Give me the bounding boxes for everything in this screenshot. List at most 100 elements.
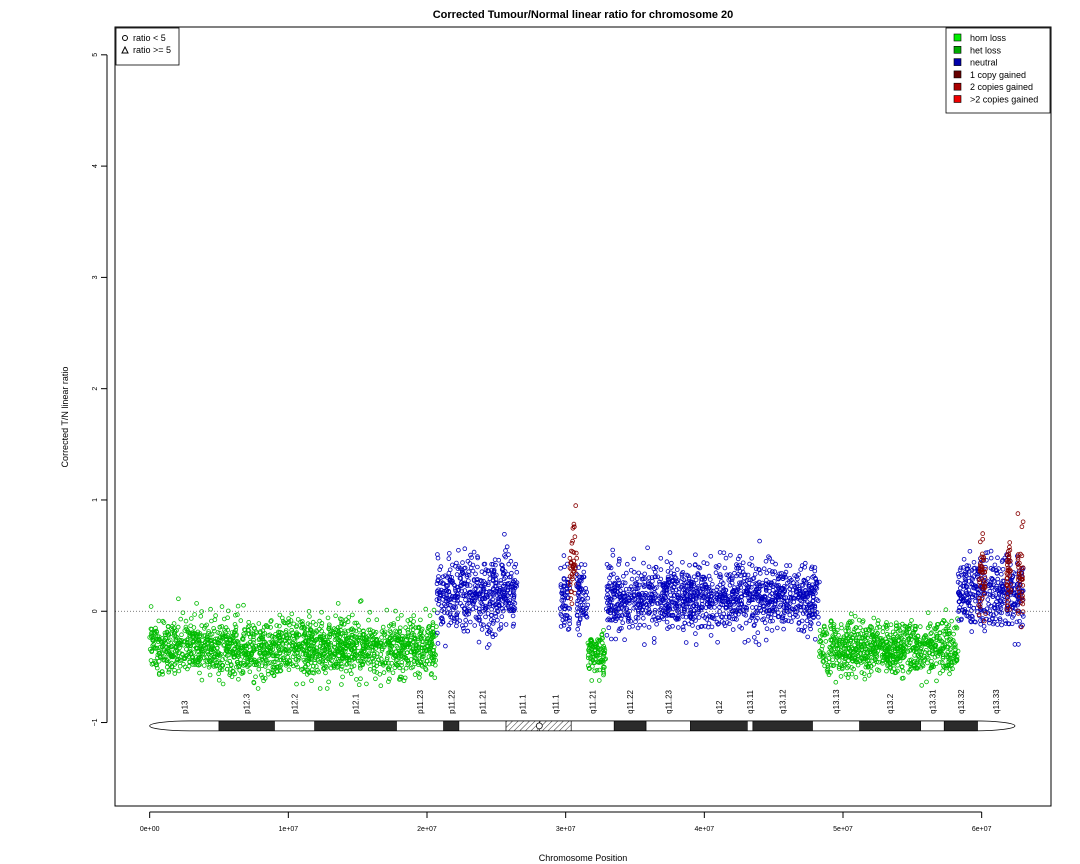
data-point [432, 675, 438, 681]
data-point [781, 604, 787, 610]
data-point [279, 630, 285, 636]
data-point [813, 575, 818, 581]
data-point [371, 652, 377, 657]
data-point [622, 601, 628, 607]
data-point [654, 621, 659, 627]
data-point [692, 562, 698, 567]
data-point [503, 548, 508, 553]
data-point [801, 590, 806, 596]
data-point [342, 648, 348, 654]
data-point [616, 562, 621, 567]
data-point [750, 576, 756, 582]
data-point [610, 586, 616, 591]
data-point [618, 616, 624, 621]
data-point [305, 621, 311, 626]
data-point [614, 585, 620, 591]
data-point [166, 638, 172, 644]
data-point [376, 657, 381, 663]
data-point [352, 620, 358, 626]
data-point [781, 598, 787, 604]
data-point [308, 636, 314, 642]
data-point [960, 607, 965, 613]
data-point [976, 598, 981, 604]
data-point [954, 625, 960, 631]
data-point [311, 663, 316, 669]
data-point [584, 589, 589, 595]
data-point [602, 647, 608, 653]
data-point [444, 575, 450, 580]
data-point [715, 639, 720, 645]
data-point [939, 639, 945, 645]
data-point [878, 641, 884, 646]
data-point [498, 625, 504, 631]
data-point [408, 665, 414, 671]
segment-1-copy-gained [976, 531, 988, 624]
data-point [925, 610, 931, 615]
data-point [183, 618, 189, 624]
data-point [670, 623, 675, 629]
data-point [156, 672, 162, 677]
data-point [241, 631, 246, 637]
data-point [411, 613, 417, 618]
data-point [436, 574, 441, 579]
data-point [990, 567, 995, 572]
data-point [501, 583, 506, 589]
data-point [784, 605, 789, 611]
data-point [286, 639, 291, 645]
data-point [160, 639, 165, 645]
data-point [569, 574, 575, 580]
data-point [811, 594, 816, 600]
data-point [568, 548, 574, 554]
data-point [710, 588, 716, 594]
data-point [606, 594, 611, 600]
data-point [177, 663, 183, 669]
data-point [636, 570, 641, 576]
data-point [898, 654, 903, 659]
data-point [970, 614, 975, 619]
data-point [153, 646, 159, 651]
data-point [868, 669, 874, 674]
data-point [339, 617, 344, 622]
data-point [753, 639, 759, 645]
data-point [251, 637, 256, 643]
data-point [254, 662, 259, 667]
data-point [430, 661, 435, 666]
data-point [811, 615, 816, 621]
data-point [873, 635, 879, 640]
data-point [605, 617, 610, 623]
data-point [258, 672, 264, 678]
data-point [768, 597, 774, 603]
data-point [199, 623, 205, 628]
data-point [324, 652, 330, 658]
data-point [453, 605, 458, 610]
data-point [997, 609, 1003, 615]
data-point [585, 595, 591, 601]
data-point [1012, 642, 1018, 647]
data-point [166, 667, 172, 673]
data-points [115, 503, 1051, 691]
data-point [576, 578, 582, 583]
data-point [891, 641, 897, 646]
data-point [577, 632, 582, 638]
data-point [485, 568, 490, 573]
data-point [891, 656, 896, 662]
data-point [642, 583, 647, 588]
data-point [240, 669, 246, 674]
data-point [335, 642, 341, 648]
data-point [184, 626, 189, 632]
data-point [569, 601, 575, 607]
data-point [443, 598, 449, 604]
data-point [854, 632, 860, 637]
data-point [841, 645, 847, 651]
data-point [713, 600, 719, 605]
data-point [699, 623, 705, 629]
data-point [331, 644, 337, 650]
data-point [988, 548, 994, 554]
data-point [503, 575, 508, 580]
data-point [744, 588, 750, 594]
data-point [179, 632, 184, 637]
data-point [501, 589, 507, 594]
data-point [727, 611, 732, 617]
data-point [585, 655, 591, 661]
data-point [309, 636, 315, 641]
